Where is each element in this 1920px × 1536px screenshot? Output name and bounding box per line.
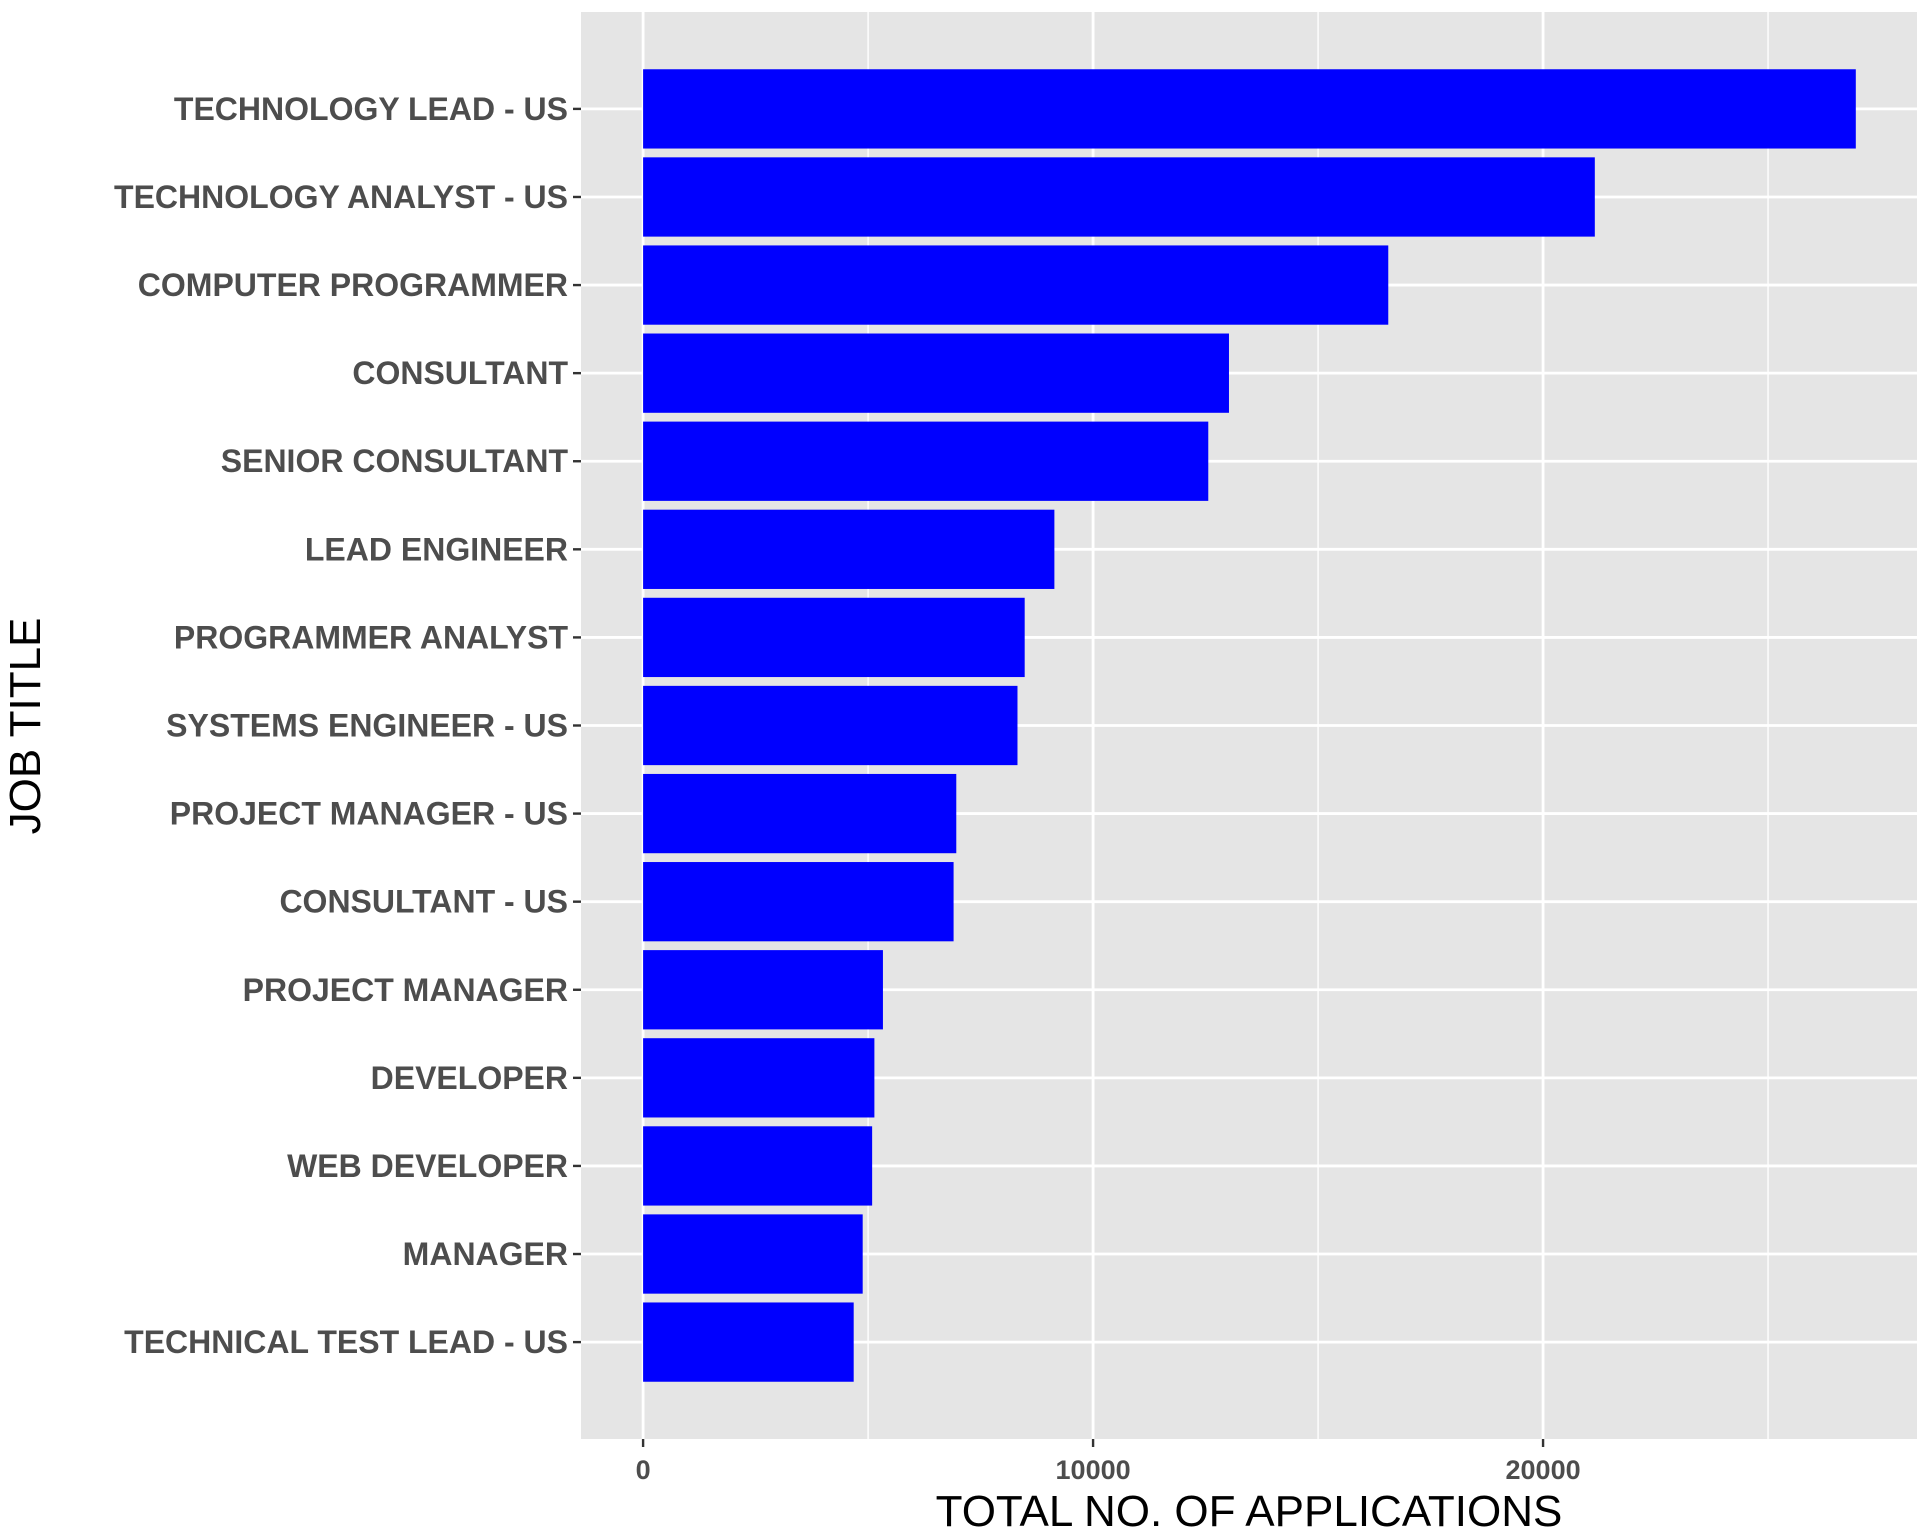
bar (643, 245, 1389, 325)
y-tick-label: TECHNOLOGY LEAD - US (174, 91, 568, 127)
bar (643, 597, 1025, 678)
y-tick-label: CONSULTANT (352, 355, 568, 391)
bar (643, 773, 957, 854)
bar (643, 509, 1055, 589)
bar (643, 333, 1229, 413)
x-tick-label: 10000 (1056, 1455, 1131, 1485)
bar (643, 157, 1595, 237)
y-tick-label: WEB DEVELOPER (287, 1148, 568, 1184)
x-axis: 0 10000 20000 (636, 1439, 1581, 1485)
bars (643, 69, 1856, 1382)
bar (643, 950, 883, 1030)
y-tick-label: SYSTEMS ENGINEER - US (166, 708, 568, 744)
x-tick-label: 0 (636, 1455, 651, 1485)
y-tick-label: SENIOR CONSULTANT (221, 443, 569, 479)
y-tick-label: LEAD ENGINEER (305, 531, 568, 567)
bar (643, 1302, 854, 1382)
y-tick-label: PROJECT MANAGER - US (170, 796, 568, 832)
y-tick-label: PROGRAMMER ANALYST (174, 619, 569, 655)
y-tick-label: COMPUTER PROGRAMMER (138, 267, 568, 303)
y-tick-label: TECHNICAL TEST LEAD - US (124, 1324, 568, 1360)
y-tick-label: CONSULTANT - US (279, 884, 568, 920)
x-tick-label: 20000 (1506, 1455, 1581, 1485)
bar (643, 69, 1856, 149)
y-axis: TECHNOLOGY LEAD - US TECHNOLOGY ANALYST -… (114, 91, 581, 1360)
y-tick-label: DEVELOPER (371, 1060, 568, 1096)
y-axis-title: JOB TITLE (1, 618, 50, 835)
bar (643, 1038, 875, 1118)
bar (643, 1214, 863, 1294)
bar (643, 421, 1209, 501)
x-axis-title: TOTAL NO. OF APPLICATIONS (936, 1487, 1563, 1536)
y-tick-label: PROJECT MANAGER (243, 972, 568, 1008)
bar (643, 685, 1018, 766)
bar (643, 862, 954, 942)
y-tick-label: TECHNOLOGY ANALYST - US (114, 179, 568, 215)
y-tick-label: MANAGER (403, 1236, 568, 1272)
bar (643, 1126, 873, 1206)
